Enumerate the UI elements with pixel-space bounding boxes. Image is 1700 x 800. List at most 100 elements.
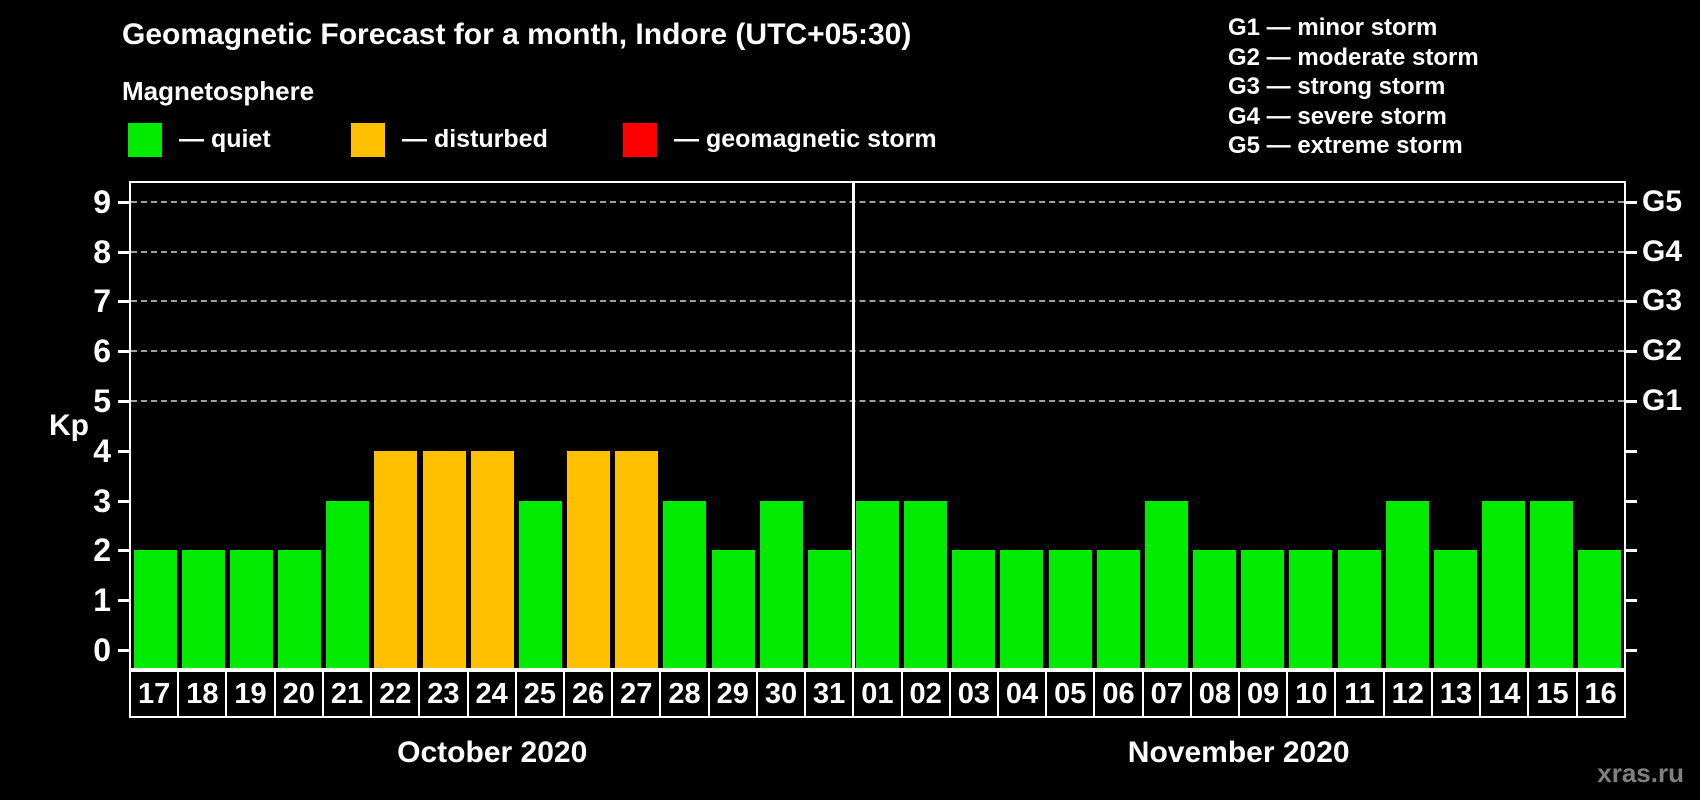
day-cell-15: 15 <box>1529 672 1578 716</box>
day-cell-05: 05 <box>1047 672 1096 716</box>
kp-bar-day-01 <box>856 500 899 668</box>
day-cell-31: 31 <box>806 672 855 716</box>
y-tick-right-8 <box>1626 250 1637 254</box>
kp-bar-day-17 <box>133 550 177 668</box>
day-cell-17: 17 <box>131 672 180 716</box>
kp-bar-day-22 <box>374 450 418 668</box>
g-storm-legend: G1 — minor storm G2 — moderate storm G3 … <box>1228 13 1479 161</box>
kp-bar-day-31 <box>807 550 851 668</box>
y-axis-label-kp: Kp <box>49 409 89 442</box>
legend-label-disturbed: — disturbed <box>402 125 548 153</box>
kp-bar-day-23 <box>422 450 466 668</box>
g2-legend-line: G2 — moderate storm <box>1228 43 1479 71</box>
kp-bar-day-26 <box>567 450 611 668</box>
g1-legend-line: G1 — minor storm <box>1228 14 1438 41</box>
right-axis-label-g5: G5 <box>1642 184 1683 218</box>
day-cell-11: 11 <box>1336 672 1385 716</box>
y-tick-left-3 <box>118 499 129 503</box>
day-cell-07: 07 <box>1144 672 1192 716</box>
kp-bar-day-11 <box>1337 550 1381 668</box>
kp-bar-day-08 <box>1193 550 1237 668</box>
day-cell-26: 26 <box>565 672 614 716</box>
y-tick-right-1 <box>1626 599 1637 603</box>
legend-item-storm: — geomagnetic storm <box>623 122 937 157</box>
y-tick-label-2: 2 <box>93 532 111 569</box>
kp-bar-day-25 <box>518 500 562 668</box>
kp-bar-day-29 <box>711 550 755 668</box>
kp-bar-day-27 <box>615 450 659 668</box>
day-cell-02: 02 <box>903 672 951 716</box>
kp-bar-day-04 <box>1000 550 1044 668</box>
right-axis-label-g2: G2 <box>1642 334 1683 368</box>
legend-item-quiet: — quiet <box>128 122 271 157</box>
gridline-kp-9 <box>131 200 1624 203</box>
y-tick-left-8 <box>118 250 129 254</box>
kp-bar-day-02 <box>904 500 948 668</box>
legend-label-storm: — geomagnetic storm <box>674 125 937 153</box>
day-cell-21: 21 <box>324 672 373 716</box>
g3-legend-line: G3 — strong storm <box>1228 73 1446 100</box>
gridline-kp-8 <box>131 250 1624 253</box>
day-cell-01: 01 <box>854 672 903 716</box>
kp-bar-day-14 <box>1482 500 1526 668</box>
gridline-kp-7 <box>131 300 1624 303</box>
day-cell-18: 18 <box>179 672 228 716</box>
day-cell-27: 27 <box>613 672 662 716</box>
day-cell-28: 28 <box>661 672 710 716</box>
day-cell-12: 12 <box>1385 672 1433 716</box>
day-cell-06: 06 <box>1095 672 1144 716</box>
month-separator <box>851 183 855 668</box>
kp-bar-day-16 <box>1578 550 1622 668</box>
kp-bar-day-13 <box>1433 550 1477 668</box>
y-tick-label-6: 6 <box>93 333 111 370</box>
page-title: Geomagnetic Forecast for a month, Indore… <box>122 18 912 51</box>
legend-label-quiet: — quiet <box>179 125 271 153</box>
storm-color-swatch <box>623 122 657 157</box>
day-cell-16: 16 <box>1584 678 1617 710</box>
day-cell-08: 08 <box>1192 672 1241 716</box>
y-tick-left-6 <box>118 350 129 354</box>
watermark: xras.ru <box>1597 758 1684 788</box>
gridline-kp-6 <box>131 350 1624 353</box>
quiet-color-swatch <box>128 122 162 157</box>
month-label-november: November 2020 <box>1127 736 1350 769</box>
day-cell-24: 24 <box>469 672 517 716</box>
kp-bar-day-24 <box>470 450 514 668</box>
month-label-october: October 2020 <box>397 736 588 769</box>
kp-bar-day-07 <box>1144 500 1188 668</box>
day-cell-03: 03 <box>951 672 999 716</box>
day-cell-25: 25 <box>517 672 565 716</box>
day-cell-10: 10 <box>1288 672 1337 716</box>
day-cell-20: 20 <box>276 672 324 716</box>
day-cell-04: 04 <box>999 672 1048 716</box>
y-tick-right-4 <box>1626 449 1637 453</box>
legend-item-disturbed: — disturbed <box>351 122 548 157</box>
day-cell-13: 13 <box>1433 672 1482 716</box>
magnetosphere-label: Magnetosphere <box>122 76 315 106</box>
gridline-kp-5 <box>131 400 1624 402</box>
kp-bar-day-12 <box>1385 500 1429 668</box>
y-tick-right-3 <box>1626 499 1637 503</box>
day-cell-23: 23 <box>420 672 469 716</box>
kp-bar-day-21 <box>326 500 370 668</box>
y-tick-label-5: 5 <box>93 383 111 419</box>
right-axis-label-g3: G3 <box>1642 284 1683 318</box>
y-tick-right-2 <box>1626 549 1637 553</box>
kp-bar-day-15 <box>1530 500 1574 668</box>
kp-bar-day-18 <box>181 550 225 668</box>
y-tick-right-6 <box>1626 350 1637 354</box>
day-cell-30: 30 <box>758 672 807 716</box>
g5-legend-line: G5 — extreme storm <box>1228 132 1463 159</box>
y-tick-left-0 <box>118 649 129 652</box>
plot-area <box>129 181 1626 670</box>
day-cell-22: 22 <box>372 672 421 716</box>
y-tick-label-3: 3 <box>93 482 111 519</box>
right-axis-label-g1: G1 <box>1642 384 1683 417</box>
y-tick-label-8: 8 <box>93 233 111 270</box>
kp-bar-day-19 <box>229 550 273 668</box>
y-tick-left-9 <box>118 200 129 204</box>
y-tick-label-1: 1 <box>93 582 111 619</box>
y-tick-right-7 <box>1626 300 1637 304</box>
kp-bar-day-03 <box>952 550 996 668</box>
day-cell-29: 29 <box>710 672 758 716</box>
